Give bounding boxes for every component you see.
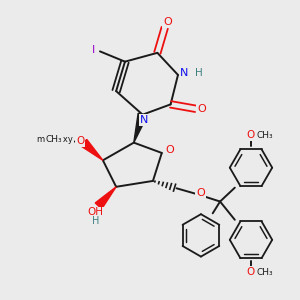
Text: I: I bbox=[92, 45, 95, 55]
Text: H: H bbox=[195, 68, 203, 78]
Text: O: O bbox=[196, 188, 205, 198]
Text: CH₃: CH₃ bbox=[256, 268, 273, 277]
Text: CH₃: CH₃ bbox=[256, 131, 273, 140]
Text: O: O bbox=[247, 267, 255, 277]
Polygon shape bbox=[134, 113, 147, 142]
Text: O: O bbox=[247, 130, 255, 140]
Text: N: N bbox=[140, 115, 148, 125]
Polygon shape bbox=[81, 140, 103, 160]
Text: OH: OH bbox=[88, 207, 103, 218]
Text: O: O bbox=[197, 104, 206, 114]
Text: methoxy: methoxy bbox=[37, 135, 73, 144]
Text: O: O bbox=[163, 17, 172, 27]
Text: H: H bbox=[92, 216, 99, 226]
Text: CH₃: CH₃ bbox=[46, 135, 62, 144]
Text: O: O bbox=[76, 136, 84, 146]
Text: O: O bbox=[166, 145, 174, 155]
Polygon shape bbox=[95, 187, 116, 209]
Text: N: N bbox=[180, 68, 189, 78]
